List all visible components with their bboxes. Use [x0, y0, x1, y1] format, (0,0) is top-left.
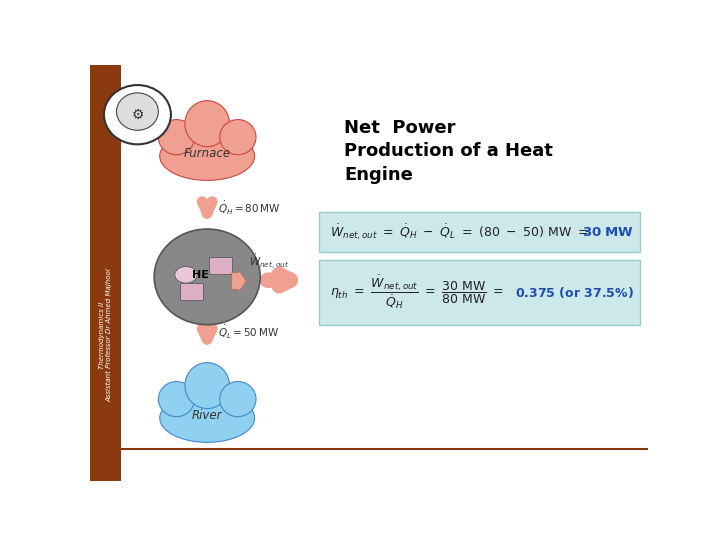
Text: $\mathbf{0.375}$ (or 37.5%): $\mathbf{0.375}$ (or 37.5%) [516, 285, 634, 300]
Ellipse shape [220, 382, 256, 417]
Bar [181, 283, 203, 300]
Ellipse shape [117, 93, 158, 130]
Ellipse shape [154, 229, 260, 325]
FancyBboxPatch shape [319, 260, 639, 325]
Ellipse shape [104, 85, 171, 144]
Ellipse shape [220, 119, 256, 155]
Ellipse shape [158, 119, 194, 155]
Text: $\dot{W}_{net,out}$: $\dot{W}_{net,out}$ [249, 253, 289, 272]
Text: Furnace: Furnace [184, 147, 230, 160]
Text: HE: HE [192, 270, 209, 280]
Text: $\dot{Q}_{L}= 50\,\mathrm{MW}$: $\dot{Q}_{L}= 50\,\mathrm{MW}$ [218, 325, 279, 341]
Text: ⚙: ⚙ [131, 107, 144, 122]
Bar [90, 65, 121, 481]
Ellipse shape [185, 100, 230, 146]
Ellipse shape [158, 382, 194, 417]
Text: River: River [192, 409, 222, 422]
Text: $\eta_{th}\ =\ \dfrac{\dot{W}_{net,out}}{\dot{Q}_{H}}\ =\ \dfrac{30\ \mathrm{MW}: $\eta_{th}\ =\ \dfrac{\dot{W}_{net,out}}… [330, 273, 504, 312]
Bar [210, 257, 232, 274]
Ellipse shape [160, 132, 255, 180]
FancyBboxPatch shape [319, 212, 639, 252]
Text: $\dot{W}_{net,out}\ =\ \dot{Q}_{H}\ -\ \dot{Q}_{L}\ =\ (80\ -\ 50)\ \mathrm{MW}\: $\dot{W}_{net,out}\ =\ \dot{Q}_{H}\ -\ \… [330, 222, 588, 242]
Text: $\mathbf{30\ MW}$: $\mathbf{30\ MW}$ [582, 226, 634, 239]
Circle shape [175, 266, 197, 283]
FancyArrow shape [232, 269, 246, 293]
Text: $\dot{Q}_{H}= 80\,\mathrm{MW}$: $\dot{Q}_{H}= 80\,\mathrm{MW}$ [218, 200, 281, 217]
Text: Thermodynamics II
Assistant Professor Dr Ahmed Majhool: Thermodynamics II Assistant Professor Dr… [99, 268, 112, 402]
Ellipse shape [185, 363, 230, 409]
Ellipse shape [160, 394, 255, 442]
Text: Net  Power
Production of a Heat
Engine: Net Power Production of a Heat Engine [344, 119, 553, 184]
